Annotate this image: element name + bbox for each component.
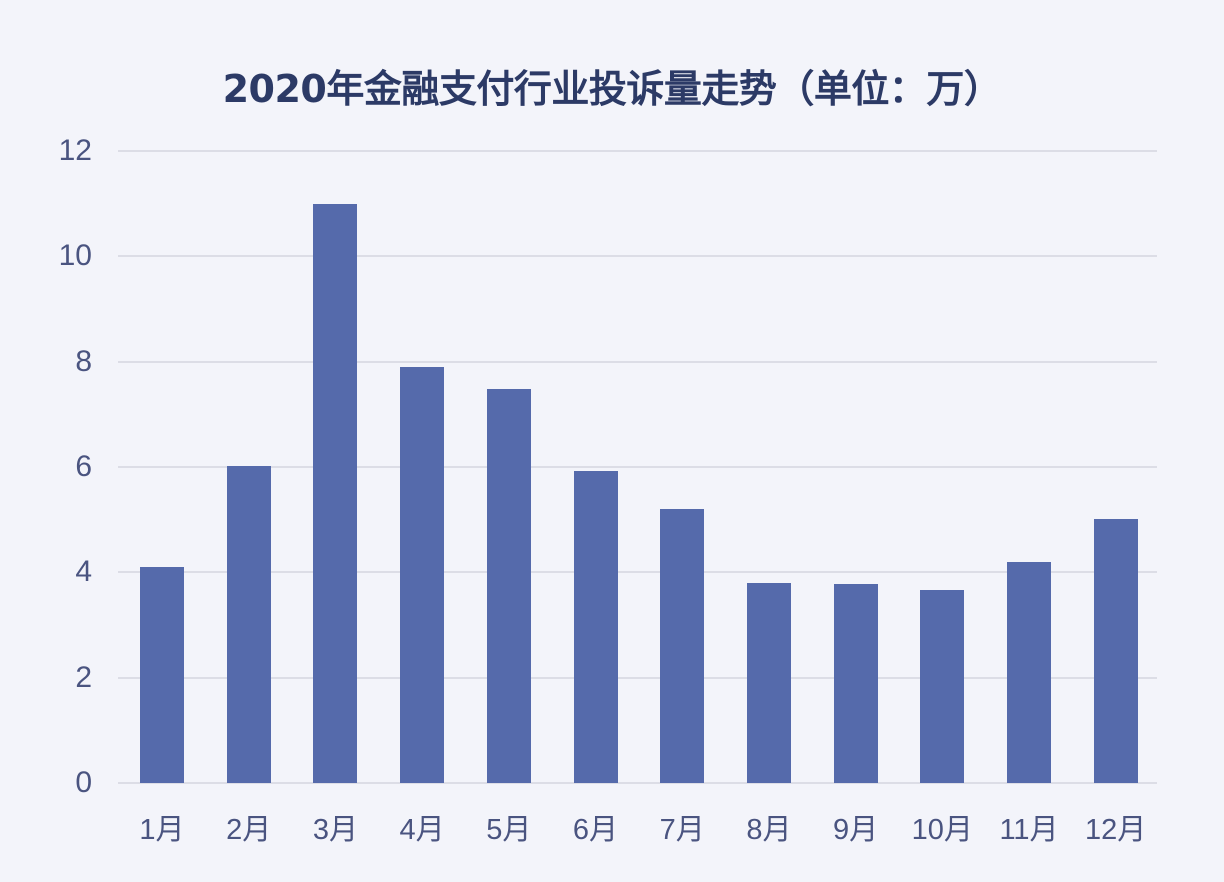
x-tick-label: 12月: [1085, 814, 1147, 846]
y-tick-label: 10: [58, 239, 92, 273]
y-tick-label: 6: [75, 450, 92, 483]
bar-9: [833, 584, 878, 783]
y-tick-label: 0: [75, 766, 92, 799]
bar-2: [226, 465, 271, 783]
bar-11: [1007, 561, 1051, 783]
x-tick-label: 10月: [911, 814, 973, 846]
bar-3: [313, 203, 358, 783]
bar-8: [746, 582, 791, 783]
bar-4: [400, 366, 445, 783]
y-tick-label: 12: [58, 134, 92, 167]
y-tick-label: 4: [75, 555, 92, 589]
gridline: [118, 255, 1157, 258]
bar-10: [920, 589, 965, 783]
y-tick-label: 8: [75, 344, 92, 378]
gridline: [118, 676, 1157, 679]
x-tick-label: 8月: [746, 814, 792, 846]
bar-12: [1093, 518, 1138, 783]
gridline: [118, 466, 1157, 468]
x-tick-label: 4月: [399, 814, 445, 846]
x-tick-label: 2月: [226, 814, 272, 846]
plot-area: [118, 150, 1157, 784]
gridline: [118, 150, 1157, 152]
bar-6: [573, 471, 618, 783]
gridline: [118, 782, 1157, 784]
chart-title: 2020年金融支付行业投诉量走势（单位：万）: [222, 67, 1002, 111]
x-tick-label: 7月: [659, 814, 705, 846]
x-tick-label: 5月: [486, 814, 532, 846]
x-tick-label: 1月: [139, 814, 185, 846]
x-tick-label: 11月: [999, 814, 1059, 846]
gridline: [118, 571, 1157, 574]
bar-7: [660, 509, 705, 783]
x-tick-label: 9月: [833, 814, 879, 846]
bar-1: [140, 567, 184, 783]
y-tick-label: 2: [75, 660, 92, 694]
x-tick-label: 3月: [312, 814, 358, 846]
bar-5: [486, 389, 531, 783]
gridline: [118, 360, 1157, 363]
x-tick-label: 6月: [572, 814, 619, 846]
